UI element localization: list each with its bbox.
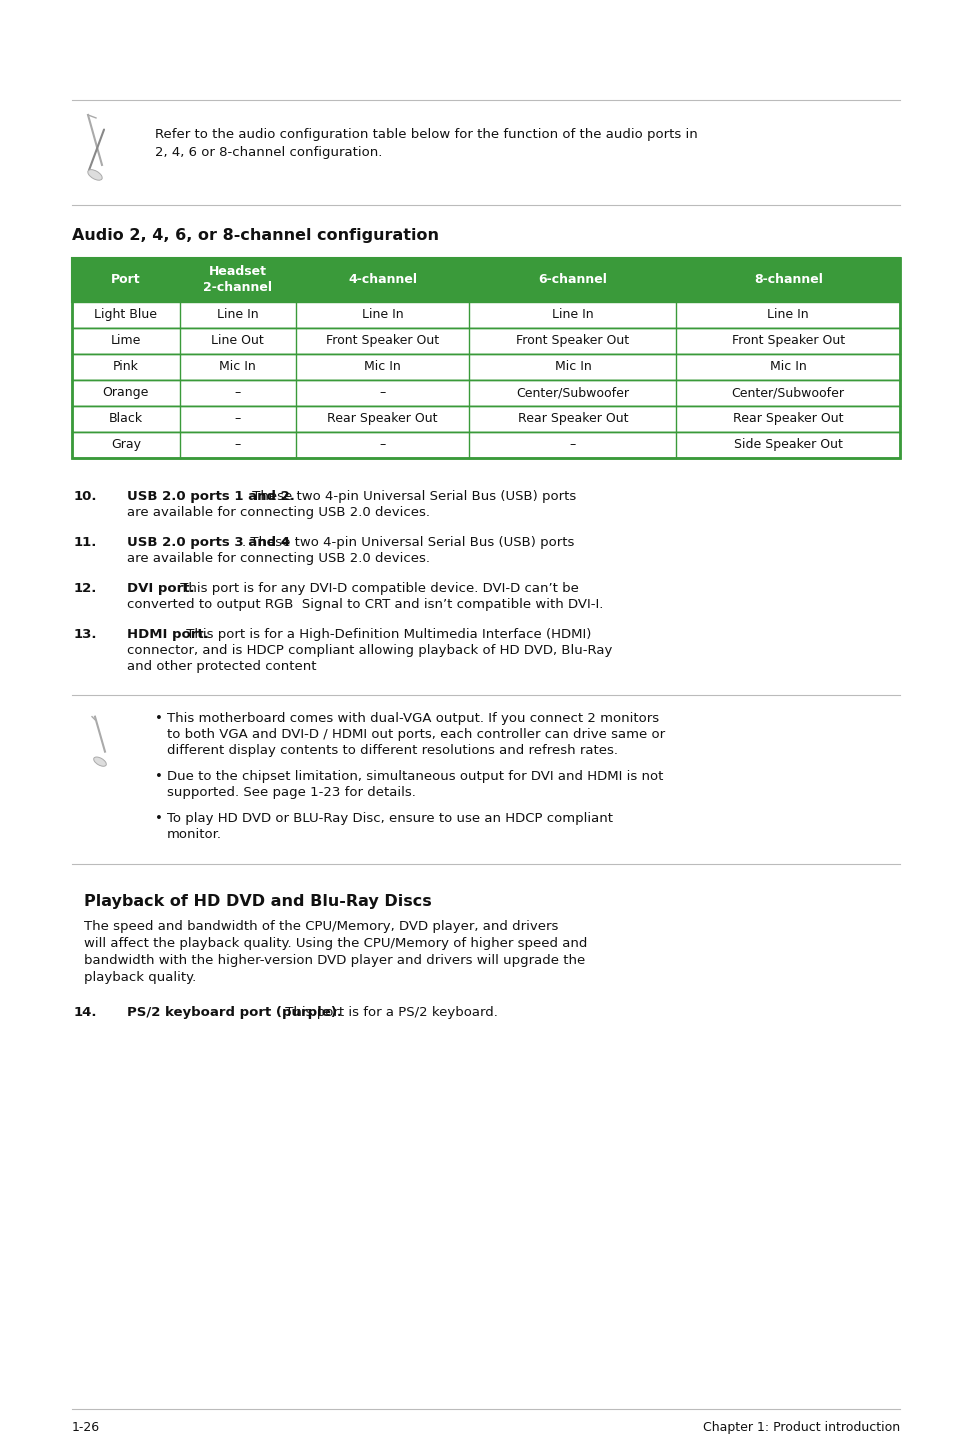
Text: Headset
2-channel: Headset 2-channel (203, 266, 272, 295)
Text: –: – (379, 387, 385, 400)
Text: connector, and is HDCP compliant allowing playback of HD DVD, Blu-Ray: connector, and is HDCP compliant allowin… (127, 644, 612, 657)
Text: Mic In: Mic In (769, 361, 805, 374)
FancyBboxPatch shape (71, 380, 899, 406)
Text: USB 2.0 ports 1 and 2.: USB 2.0 ports 1 and 2. (127, 490, 294, 503)
Text: monitor.: monitor. (167, 828, 222, 841)
Text: . These two 4-pin Universal Serial Bus (USB) ports: . These two 4-pin Universal Serial Bus (… (242, 536, 575, 549)
Text: –: – (234, 439, 240, 452)
Text: Audio 2, 4, 6, or 8-channel configuration: Audio 2, 4, 6, or 8-channel configuratio… (71, 227, 438, 243)
Text: Front Speaker Out: Front Speaker Out (516, 335, 629, 348)
FancyBboxPatch shape (71, 354, 899, 380)
FancyBboxPatch shape (71, 328, 899, 354)
Text: Line In: Line In (216, 308, 258, 321)
Text: 8-channel: 8-channel (753, 273, 821, 286)
Text: •: • (154, 712, 163, 725)
Text: PS/2 keyboard port (purple).: PS/2 keyboard port (purple). (127, 1005, 341, 1018)
Text: Line Out: Line Out (211, 335, 264, 348)
Ellipse shape (93, 756, 106, 766)
Text: 10.: 10. (74, 490, 97, 503)
Text: Rear Speaker Out: Rear Speaker Out (732, 413, 842, 426)
Text: are available for connecting USB 2.0 devices.: are available for connecting USB 2.0 dev… (127, 552, 430, 565)
Text: Center/Subwoofer: Center/Subwoofer (516, 387, 629, 400)
Text: –: – (379, 439, 385, 452)
Text: converted to output RGB  Signal to CRT and isn’t compatible with DVI-I.: converted to output RGB Signal to CRT an… (127, 598, 602, 611)
Text: Playback of HD DVD and Blu-Ray Discs: Playback of HD DVD and Blu-Ray Discs (84, 893, 432, 909)
Text: –: – (234, 387, 240, 400)
Text: Orange: Orange (103, 387, 149, 400)
Text: HDMI port.: HDMI port. (127, 628, 209, 641)
Ellipse shape (88, 170, 102, 180)
Text: and other protected content: and other protected content (127, 660, 316, 673)
Text: –: – (234, 413, 240, 426)
FancyBboxPatch shape (71, 257, 899, 302)
Text: Rear Speaker Out: Rear Speaker Out (517, 413, 627, 426)
Text: Lime: Lime (111, 335, 141, 348)
Text: Front Speaker Out: Front Speaker Out (731, 335, 844, 348)
Text: Mic In: Mic In (364, 361, 400, 374)
Text: Line In: Line In (361, 308, 403, 321)
Text: The speed and bandwidth of the CPU/Memory, DVD player, and drivers: The speed and bandwidth of the CPU/Memor… (84, 919, 558, 933)
Text: Side Speaker Out: Side Speaker Out (733, 439, 841, 452)
Text: 6-channel: 6-channel (537, 273, 607, 286)
Text: This motherboard comes with dual-VGA output. If you connect 2 monitors: This motherboard comes with dual-VGA out… (167, 712, 659, 725)
Text: •: • (154, 769, 163, 782)
Text: will affect the playback quality. Using the CPU/Memory of higher speed and: will affect the playback quality. Using … (84, 936, 587, 949)
Text: Black: Black (109, 413, 143, 426)
Text: USB 2.0 ports 3 and 4: USB 2.0 ports 3 and 4 (127, 536, 290, 549)
Text: 14.: 14. (74, 1005, 97, 1018)
Text: bandwidth with the higher-version DVD player and drivers will upgrade the: bandwidth with the higher-version DVD pl… (84, 953, 584, 966)
Text: 13.: 13. (74, 628, 97, 641)
Text: This port is for any DVI-D compatible device. DVI-D can’t be: This port is for any DVI-D compatible de… (176, 582, 578, 595)
Text: To play HD DVD or BLU-Ray Disc, ensure to use an HDCP compliant: To play HD DVD or BLU-Ray Disc, ensure t… (167, 811, 613, 824)
Text: playback quality.: playback quality. (84, 971, 196, 984)
Text: 11.: 11. (74, 536, 97, 549)
Text: These two 4-pin Universal Serial Bus (USB) ports: These two 4-pin Universal Serial Bus (US… (248, 490, 576, 503)
Text: Mic In: Mic In (554, 361, 591, 374)
Text: Center/Subwoofer: Center/Subwoofer (731, 387, 843, 400)
Text: Pink: Pink (112, 361, 138, 374)
Text: This port is for a PS/2 keyboard.: This port is for a PS/2 keyboard. (281, 1005, 497, 1018)
Text: 12.: 12. (74, 582, 97, 595)
Text: 4-channel: 4-channel (348, 273, 416, 286)
FancyBboxPatch shape (71, 431, 899, 457)
Text: –: – (569, 439, 576, 452)
Text: to both VGA and DVI-D / HDMI out ports, each controller can drive same or: to both VGA and DVI-D / HDMI out ports, … (167, 728, 664, 741)
Text: •: • (154, 811, 163, 824)
Text: Line In: Line In (552, 308, 593, 321)
Text: Chapter 1: Product introduction: Chapter 1: Product introduction (702, 1421, 899, 1434)
Text: DVI port.: DVI port. (127, 582, 194, 595)
Text: Gray: Gray (111, 439, 141, 452)
Text: Rear Speaker Out: Rear Speaker Out (327, 413, 437, 426)
Text: Front Speaker Out: Front Speaker Out (326, 335, 438, 348)
Text: different display contents to different resolutions and refresh rates.: different display contents to different … (167, 743, 618, 756)
FancyBboxPatch shape (71, 302, 899, 328)
Text: Due to the chipset limitation, simultaneous output for DVI and HDMI is not: Due to the chipset limitation, simultane… (167, 769, 662, 782)
Text: Mic In: Mic In (219, 361, 255, 374)
Text: Line In: Line In (766, 308, 808, 321)
Text: are available for connecting USB 2.0 devices.: are available for connecting USB 2.0 dev… (127, 506, 430, 519)
Text: Light Blue: Light Blue (94, 308, 157, 321)
FancyBboxPatch shape (71, 406, 899, 431)
Text: 1-26: 1-26 (71, 1421, 100, 1434)
Text: supported. See page 1-23 for details.: supported. See page 1-23 for details. (167, 785, 416, 798)
Text: This port is for a High-Definition Multimedia Interface (HDMI): This port is for a High-Definition Multi… (182, 628, 591, 641)
Text: Refer to the audio configuration table below for the function of the audio ports: Refer to the audio configuration table b… (154, 128, 697, 160)
Text: Port: Port (111, 273, 140, 286)
